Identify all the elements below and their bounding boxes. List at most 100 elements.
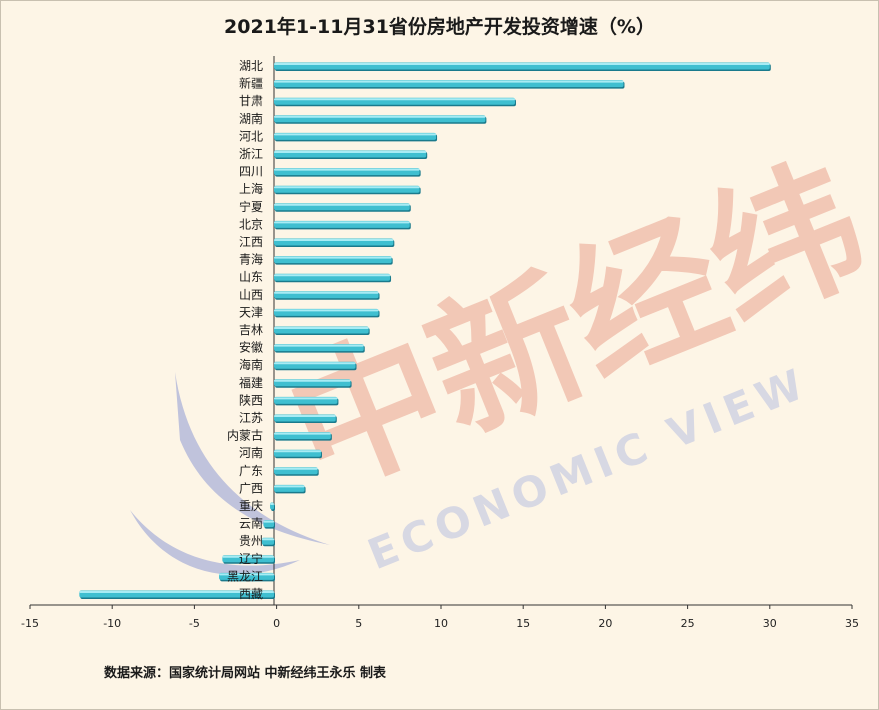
bar: [274, 132, 438, 142]
category-label: 宁夏: [239, 199, 263, 214]
category-labels: 湖北新疆甘肃湖南河北浙江四川上海宁夏北京江西青海山东山西天津吉林安徽海南福建陕西…: [227, 58, 263, 601]
category-label: 吉林: [239, 323, 263, 337]
category-label: 河南: [239, 445, 263, 460]
x-tick-label: 5: [355, 617, 362, 630]
bar-series: [79, 62, 771, 599]
bar-highlight: [274, 344, 364, 347]
bar: [222, 555, 275, 564]
category-label: 山东: [239, 270, 263, 284]
x-tick-label: 25: [681, 617, 695, 630]
bar: [274, 168, 421, 177]
category-label: 广东: [239, 464, 263, 478]
bar-highlight: [79, 591, 274, 593]
bar: [274, 379, 352, 388]
x-tick-label: 30: [763, 617, 777, 630]
category-label: 云南: [239, 516, 263, 531]
bar-highlight: [274, 467, 318, 470]
bar-highlight: [274, 151, 427, 153]
bar: [274, 62, 771, 71]
category-label: 黑龙江: [227, 569, 263, 583]
bar: [274, 326, 370, 335]
bar-highlight: [219, 573, 274, 576]
bar-highlight: [274, 98, 515, 101]
bar: [274, 291, 380, 300]
x-tick-label: 35: [845, 617, 859, 630]
bar-highlight: [274, 485, 305, 488]
bar: [274, 414, 337, 423]
bar: [274, 97, 516, 107]
bar: [219, 572, 275, 582]
bar-highlight: [274, 80, 624, 83]
bar-highlight: [274, 450, 321, 453]
category-label: 江苏: [239, 411, 263, 425]
bar-highlight: [274, 415, 336, 417]
bar: [274, 361, 357, 371]
bar-highlight: [274, 186, 420, 189]
bar-highlight: [274, 432, 331, 435]
x-tick-label: 0: [273, 617, 280, 630]
bar-highlight: [274, 133, 437, 136]
category-label: 江西: [239, 235, 263, 249]
watermark-swoosh-inner: [130, 510, 300, 575]
category-label: 陕西: [239, 392, 263, 407]
bar-highlight: [274, 291, 379, 294]
category-label: 天津: [239, 305, 263, 319]
bar: [274, 308, 380, 318]
bar: [274, 238, 395, 247]
category-label: 湖北: [239, 58, 263, 73]
bar-highlight: [274, 63, 770, 65]
x-tick-label: 15: [516, 617, 530, 630]
bar-highlight: [274, 115, 486, 118]
chart-title: 2021年1-11月31省份房地产开发投资增速（%）: [224, 16, 655, 38]
category-label: 福建: [239, 375, 263, 390]
category-label: 山西: [239, 288, 263, 302]
category-label: 安徽: [239, 340, 263, 355]
x-tick-label: -10: [103, 617, 121, 630]
bar-highlight: [274, 239, 394, 241]
x-tick-label: 10: [434, 617, 448, 630]
bar-highlight: [274, 362, 356, 365]
bar-highlight: [274, 203, 410, 206]
bar-highlight: [270, 503, 274, 505]
bar: [274, 432, 332, 441]
bar: [274, 115, 487, 124]
bar-highlight: [274, 327, 369, 329]
category-label: 河北: [239, 129, 263, 143]
category-label: 广西: [239, 481, 263, 495]
bar: [274, 256, 393, 265]
source-note: 数据来源：国家统计局网站 中新经纬王永乐 制表: [104, 666, 387, 681]
x-tick-label: -15: [21, 617, 39, 630]
category-label: 上海: [239, 181, 263, 196]
bar: [274, 150, 428, 159]
bar-highlight: [274, 379, 351, 382]
category-label: 海南: [239, 357, 263, 372]
bar: [274, 396, 339, 406]
bar-highlight: [261, 538, 274, 541]
bar: [79, 590, 275, 599]
bar: [274, 344, 365, 353]
bar: [263, 520, 275, 529]
bar-highlight: [274, 274, 391, 277]
category-label: 湖南: [239, 111, 263, 126]
bar-highlight: [274, 397, 338, 400]
bar: [261, 537, 275, 547]
bar: [270, 502, 275, 511]
category-label: 甘肃: [239, 94, 263, 108]
category-label: 青海: [239, 252, 263, 267]
category-label: 内蒙古: [227, 428, 263, 443]
bar-highlight: [263, 520, 274, 523]
x-tick-label: -5: [189, 617, 200, 630]
bar-highlight: [222, 555, 274, 558]
x-tick-label: 20: [598, 617, 612, 630]
x-axis: -15 -10 -5 0 5 10 15 20 25 30 35: [21, 56, 859, 630]
category-label: 四川: [239, 165, 263, 179]
bar: [274, 467, 319, 476]
category-label: 西藏: [239, 587, 263, 601]
category-label: 贵州: [239, 534, 263, 548]
bar: [274, 80, 625, 89]
watermark-swoosh: [175, 372, 330, 545]
bar: [274, 185, 421, 195]
bar: [274, 449, 322, 459]
bar: [274, 273, 392, 283]
